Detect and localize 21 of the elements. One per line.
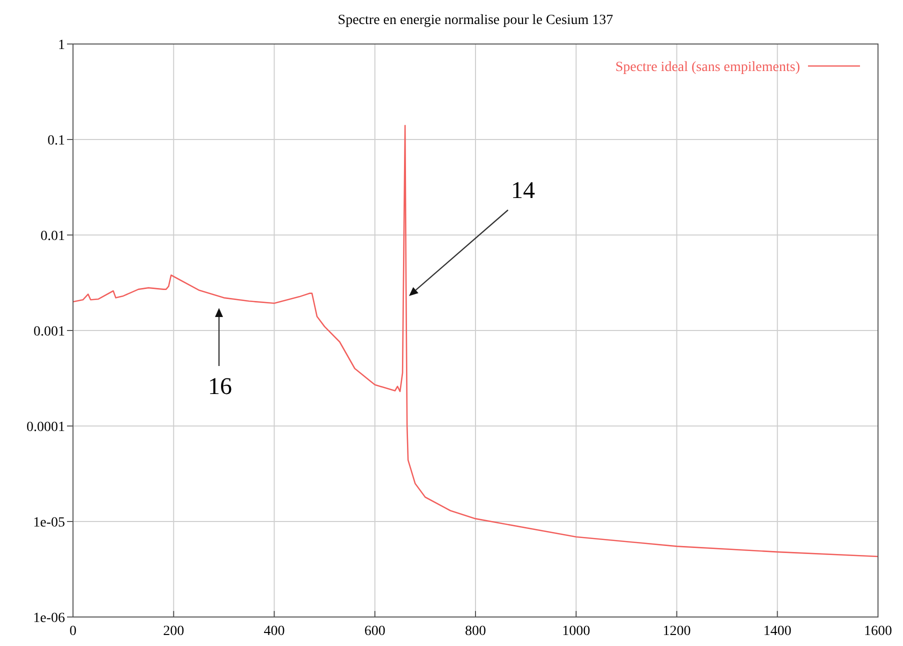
y-tick-label: 1 [58,38,65,53]
line-series [73,124,878,558]
x-tick-label: 600 [364,624,386,639]
y-tick-label: 1e-06 [33,610,65,626]
annotation: 14 [511,178,535,204]
x-tick-label: 1200 [662,624,691,639]
y-tick-label: 0.0001 [26,420,65,435]
y-tick-label: 1e-05 [33,515,65,530]
y-tick-label: 0.1 [48,133,65,148]
x-tick-label: 1600 [864,624,892,639]
annotation: 16 [208,374,232,400]
x-tick-label: 1400 [763,624,792,639]
x-tick-label: 400 [264,624,285,639]
x-tick-label: 200 [163,624,184,639]
y-tick-label: 0.01 [40,228,65,244]
x-tick-label: 1000 [562,624,590,639]
chart-title: Spectre en energie normalise pour le Cesium 137 [338,13,614,28]
y-tick-label: 0.001 [34,324,65,340]
x-tick-label: 800 [465,624,486,639]
legend-label: Spectre ideal (sans empilements) [615,60,800,75]
x-tick-label: 0 [70,624,76,639]
